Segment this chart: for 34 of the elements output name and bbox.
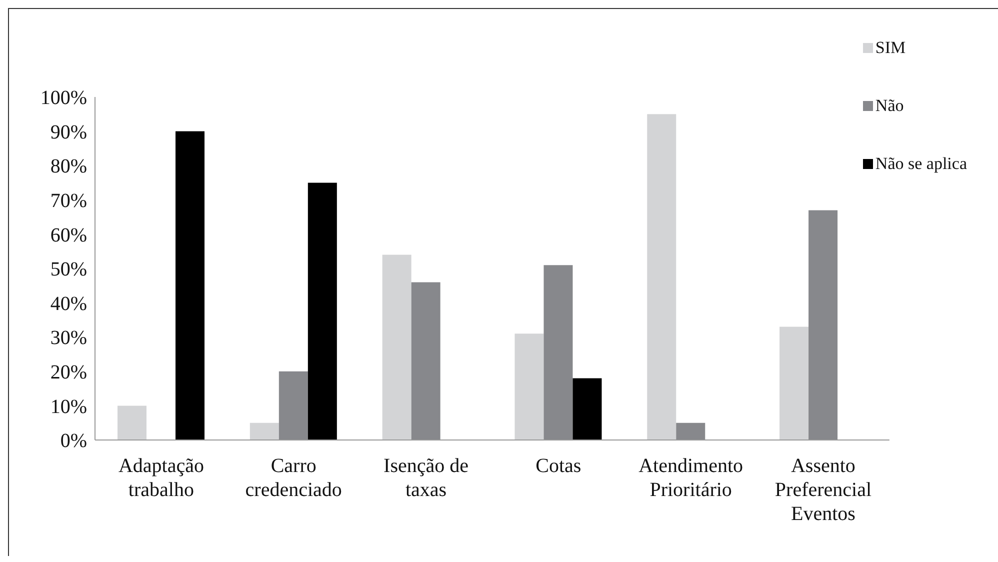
bar	[544, 265, 573, 440]
y-tick-label: 60%	[50, 224, 87, 246]
bar	[382, 254, 412, 440]
x-tick-label: Carro credenciado	[245, 455, 342, 501]
y-tick-label: 20%	[50, 362, 87, 384]
y-tick-label: 30%	[50, 327, 87, 350]
y-tick-label: 80%	[50, 156, 87, 178]
y-tick-label: 90%	[50, 121, 87, 144]
y-tick-label: 70%	[50, 190, 87, 212]
x-tick-label: Atendimento Prioritário	[638, 455, 744, 501]
legend-label: SIM	[875, 38, 906, 58]
y-tick-label: 10%	[50, 396, 87, 418]
legend-label: Não	[875, 96, 904, 116]
bar	[176, 131, 205, 440]
bar	[118, 406, 147, 440]
bar	[780, 326, 809, 440]
y-tick-label: 0%	[60, 430, 87, 452]
bar	[250, 422, 279, 440]
bar	[676, 422, 706, 440]
x-tick-label: Adaptação trabalho	[118, 455, 204, 501]
x-tick-label: Isenção de taxas	[384, 455, 469, 501]
y-tick-label: 50%	[50, 258, 87, 281]
bar	[808, 210, 838, 440]
bar	[647, 114, 676, 440]
x-tick-label: Assento Preferencial Eventos	[774, 455, 872, 525]
bar	[411, 282, 440, 440]
bar	[278, 371, 308, 440]
bar	[572, 378, 602, 440]
legend-label: Não se aplica	[875, 154, 967, 174]
bar	[308, 182, 337, 440]
bar	[514, 334, 544, 440]
y-tick-label: 40%	[50, 292, 87, 315]
x-tick-label: Cotas	[536, 455, 582, 477]
y-tick-label: 100%	[40, 87, 87, 110]
